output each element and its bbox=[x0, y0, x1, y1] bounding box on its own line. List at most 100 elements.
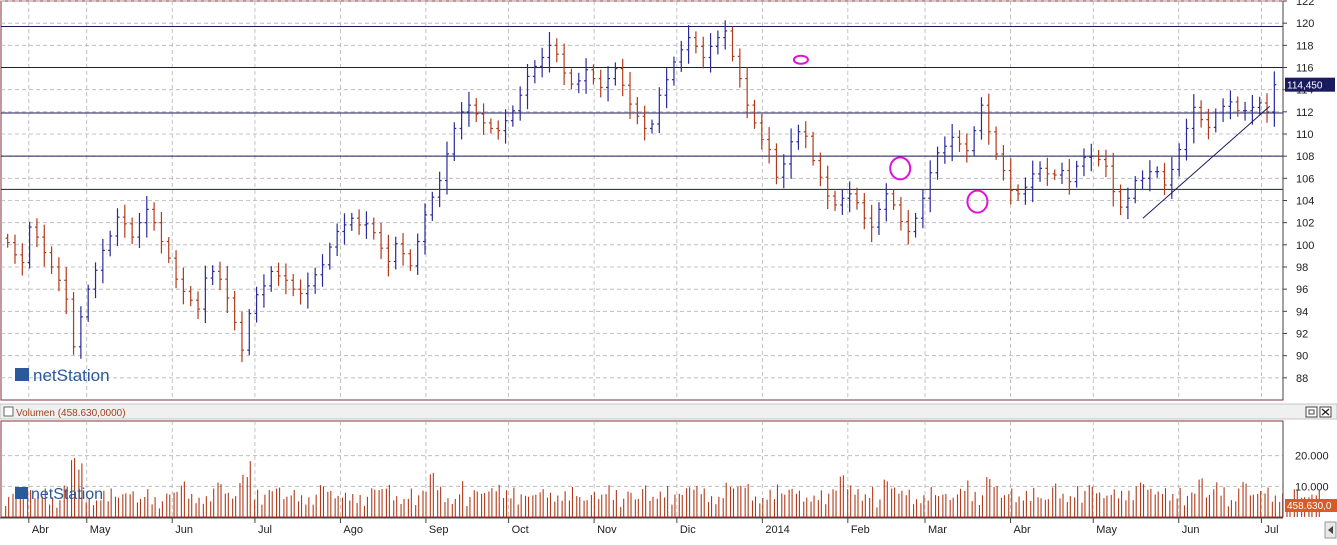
price-bar bbox=[723, 20, 728, 50]
price-bar bbox=[598, 69, 603, 98]
price-bar bbox=[1155, 166, 1160, 178]
price-bar bbox=[64, 267, 69, 315]
price-bar bbox=[657, 87, 662, 134]
price-bar bbox=[1001, 145, 1006, 181]
netstation-watermark-volume: netStation bbox=[31, 486, 103, 503]
price-bar bbox=[1096, 149, 1101, 167]
price-bar bbox=[620, 58, 625, 97]
price-bar bbox=[1147, 160, 1152, 192]
close-icon[interactable] bbox=[1319, 406, 1332, 418]
price-bar bbox=[913, 212, 918, 238]
price-bar bbox=[474, 98, 479, 123]
highlight-circle bbox=[966, 189, 989, 214]
price-tick-label: 120 bbox=[1296, 18, 1314, 30]
price-tick-label: 96 bbox=[1296, 284, 1308, 296]
price-bar bbox=[715, 30, 720, 55]
price-bar bbox=[964, 133, 969, 163]
price-bar bbox=[115, 208, 120, 246]
highlight-circle bbox=[792, 54, 809, 65]
price-bar bbox=[71, 292, 76, 355]
price-tick-label: 94 bbox=[1296, 306, 1308, 318]
chevron-left-icon bbox=[1328, 526, 1333, 534]
price-bar bbox=[591, 64, 596, 85]
price-tick-label: 122 bbox=[1296, 0, 1314, 8]
price-bar bbox=[181, 267, 186, 305]
price-bar bbox=[774, 143, 779, 185]
price-bar bbox=[649, 119, 654, 134]
price-bar bbox=[1008, 158, 1013, 205]
price-bar bbox=[488, 118, 493, 134]
price-bar bbox=[320, 254, 325, 287]
price-bar bbox=[576, 72, 581, 94]
time-tick-label: Nov bbox=[597, 524, 617, 536]
price-bar bbox=[1060, 162, 1065, 184]
price-tick-label: 92 bbox=[1296, 329, 1308, 341]
price-bar bbox=[1023, 177, 1028, 205]
price-bar bbox=[920, 189, 925, 229]
price-bar bbox=[745, 67, 750, 119]
price-bar bbox=[518, 86, 523, 121]
time-axis: Abr May Jun Jul Ago Sep Oct Nov Dic 2014 Feb Mar Abr… bbox=[0, 517, 1337, 539]
price-bar bbox=[481, 103, 486, 135]
price-bar bbox=[789, 128, 794, 179]
price-bar bbox=[415, 233, 420, 275]
time-tick-label: Jul bbox=[1264, 524, 1278, 536]
price-bar bbox=[1111, 152, 1116, 207]
last-price-box bbox=[1285, 77, 1335, 92]
price-bar bbox=[510, 105, 515, 127]
price-bar bbox=[796, 124, 801, 150]
price-bar bbox=[379, 222, 384, 260]
price-bar bbox=[217, 261, 222, 291]
price-bar bbox=[532, 60, 537, 84]
netstation-watermark: netStation bbox=[33, 366, 110, 385]
price-bar bbox=[466, 91, 471, 127]
time-tick-label: Abr bbox=[1014, 524, 1031, 536]
price-tick-label: 98 bbox=[1296, 262, 1308, 274]
price-bar bbox=[423, 203, 428, 255]
price-bar bbox=[1169, 157, 1174, 199]
price-bar bbox=[525, 63, 530, 110]
price-bar bbox=[335, 223, 340, 257]
price-bar bbox=[503, 109, 508, 144]
price-bar bbox=[42, 224, 47, 267]
time-tick-label: Jun bbox=[175, 524, 193, 536]
price-bar bbox=[708, 33, 713, 73]
price-bar bbox=[898, 196, 903, 231]
price-bar bbox=[349, 212, 354, 231]
price-bar bbox=[876, 202, 881, 236]
price-bar bbox=[613, 62, 618, 86]
price-bar bbox=[298, 279, 303, 305]
price-bar bbox=[1191, 94, 1196, 144]
price-bar bbox=[891, 189, 896, 210]
time-tick-label: Dic bbox=[680, 524, 696, 536]
restore-icon[interactable] bbox=[1305, 406, 1318, 418]
time-tick-label: Jun bbox=[1182, 524, 1200, 536]
price-bar bbox=[1103, 149, 1108, 178]
price-bar bbox=[364, 211, 369, 239]
price-bar bbox=[1250, 94, 1255, 125]
price-bar bbox=[203, 265, 208, 324]
price-bar bbox=[225, 265, 230, 313]
price-bar bbox=[569, 68, 574, 90]
price-bar bbox=[269, 266, 274, 292]
price-bar bbox=[401, 233, 406, 266]
price-bar bbox=[327, 242, 332, 270]
time-tick-label: Ago bbox=[343, 524, 363, 536]
price-tick-label: 88 bbox=[1296, 373, 1308, 385]
price-bar bbox=[305, 272, 310, 309]
price-bar bbox=[554, 38, 559, 63]
price-bar bbox=[1140, 170, 1145, 190]
price-bar bbox=[49, 246, 54, 274]
price-bar bbox=[862, 192, 867, 230]
price-axis: 8890929496981001021041061081101121141161… bbox=[1282, 0, 1335, 400]
price-bar bbox=[78, 306, 83, 359]
price-bar bbox=[27, 221, 32, 269]
price-bar bbox=[1199, 100, 1204, 128]
price-bar bbox=[840, 189, 845, 215]
price-pane: netStation bbox=[0, 0, 1284, 401]
time-tick-label: Abr bbox=[32, 524, 49, 536]
price-bar bbox=[869, 204, 874, 243]
price-bar bbox=[825, 165, 830, 210]
